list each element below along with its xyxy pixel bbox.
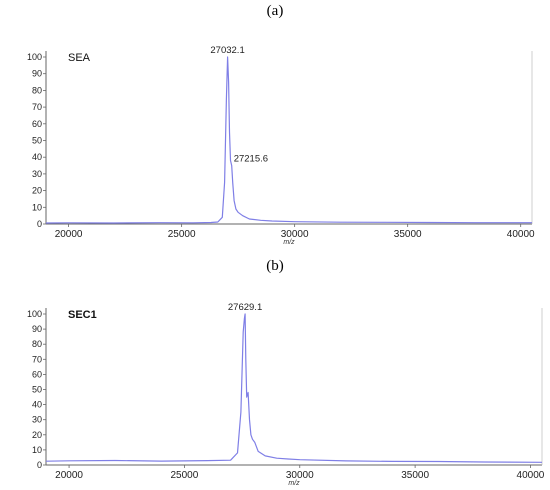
y-tick-label: 90 xyxy=(32,324,42,334)
peak-label: 27629.1 xyxy=(228,302,262,313)
y-tick-label: 80 xyxy=(32,85,42,95)
y-tick-label: 60 xyxy=(32,119,42,129)
chart-title: SEC1 xyxy=(68,309,97,321)
series-line xyxy=(45,56,532,224)
panel-label-a: (a) xyxy=(266,3,284,19)
y-tick-label: 40 xyxy=(32,400,42,410)
y-tick-label: 50 xyxy=(32,136,42,146)
y-tick-label: 30 xyxy=(32,415,42,425)
y-tick-label: 10 xyxy=(32,445,42,455)
y-tick-label: 30 xyxy=(32,169,42,179)
x-tick-label: 30000 xyxy=(281,229,309,240)
y-tick-label: 40 xyxy=(32,152,42,162)
y-tick-label: 100 xyxy=(27,52,42,62)
peak-label: 27215.6 xyxy=(234,154,268,165)
y-tick-label: 60 xyxy=(32,369,42,379)
y-tick-label: 0 xyxy=(37,460,42,470)
x-tick-label: 40000 xyxy=(507,229,535,240)
x-tick-label: 25000 xyxy=(168,229,196,240)
x-tick-label: 35000 xyxy=(401,470,429,481)
x-tick-label: 25000 xyxy=(171,470,199,481)
panel-label-b: (b) xyxy=(266,258,284,274)
y-tick-label: 80 xyxy=(32,339,42,349)
x-axis-label: m/z xyxy=(283,239,295,246)
y-tick-label: 70 xyxy=(32,354,42,364)
x-axis-label: m/z xyxy=(288,480,300,487)
peak-label: 27032.1 xyxy=(210,45,244,56)
chart-title: SEA xyxy=(68,52,91,64)
y-tick-label: 90 xyxy=(32,69,42,79)
y-tick-label: 0 xyxy=(37,219,42,229)
x-tick-label: 20000 xyxy=(55,470,83,481)
y-tick-label: 70 xyxy=(32,102,42,112)
x-tick-label: 35000 xyxy=(394,229,422,240)
y-tick-label: 10 xyxy=(32,202,42,212)
spectrum-chart-sea: 0 10 20 30 40 50 60 70 80 90 100 20000 25000 30000 350… xyxy=(27,45,535,246)
y-tick-label: 100 xyxy=(27,309,42,319)
y-tick-label: 20 xyxy=(32,186,42,196)
y-tick-label: 20 xyxy=(32,430,42,440)
x-tick-label: 30000 xyxy=(286,470,314,481)
y-tick-label: 50 xyxy=(32,385,42,395)
x-tick-label: 40000 xyxy=(517,470,545,481)
x-tick-label: 20000 xyxy=(55,229,83,240)
series-line xyxy=(45,313,543,463)
